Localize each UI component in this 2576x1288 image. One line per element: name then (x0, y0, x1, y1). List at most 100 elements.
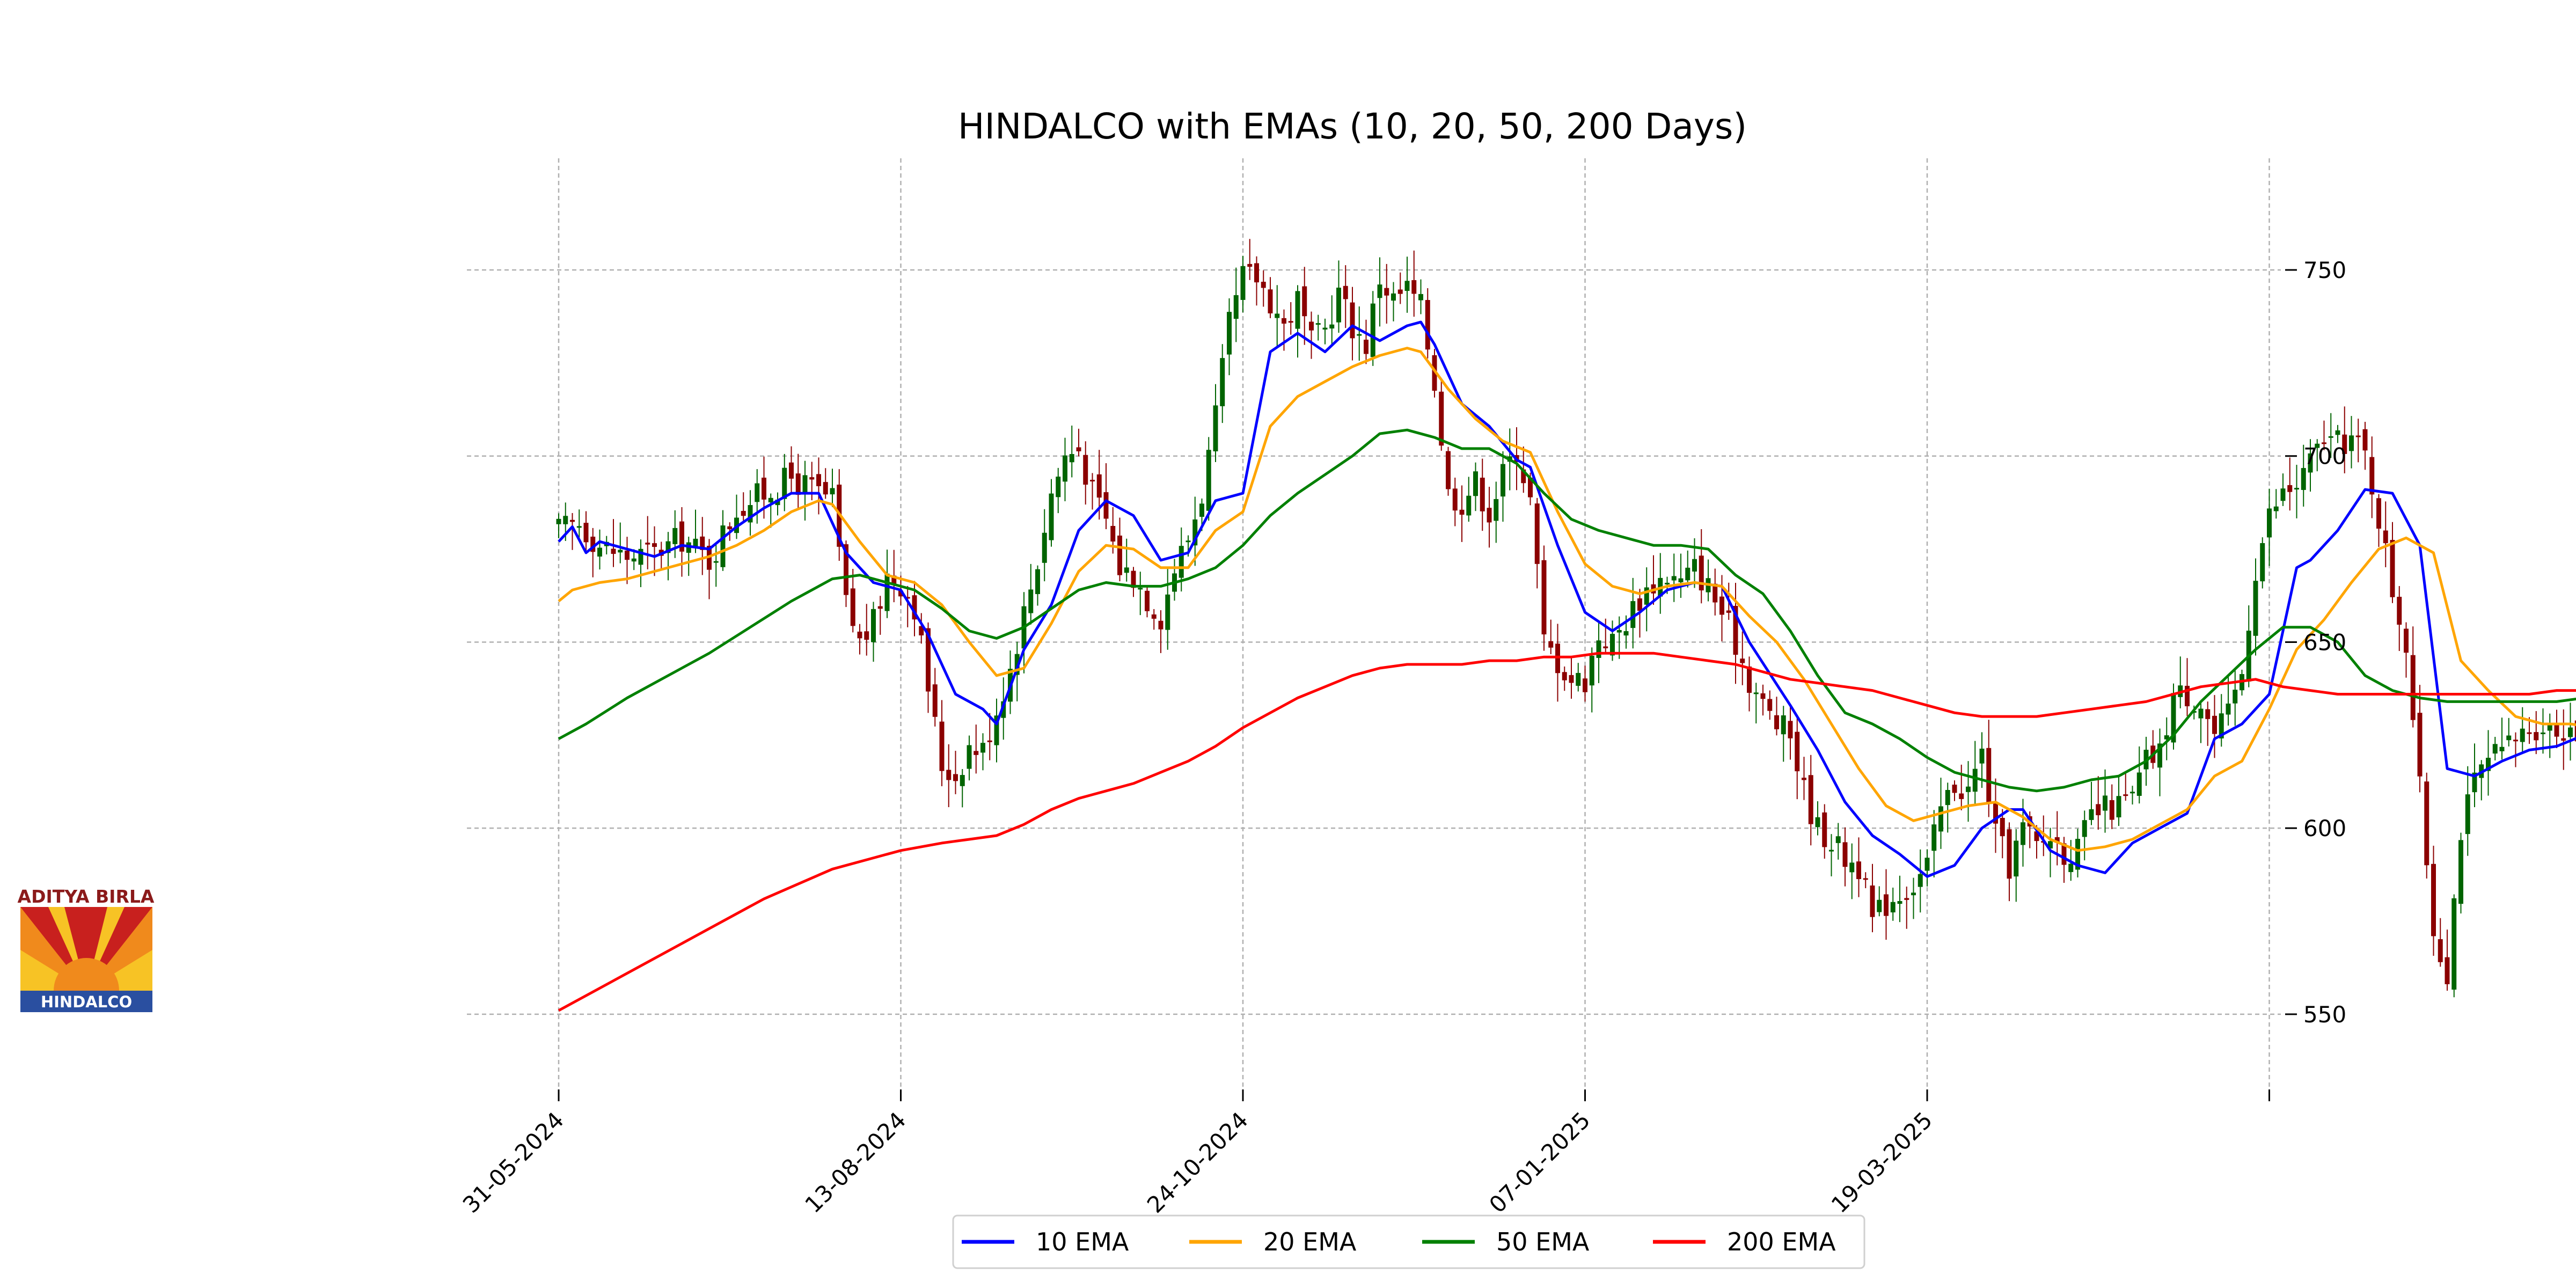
candle-body (809, 477, 815, 480)
candle-body (2492, 744, 2498, 754)
candle-body (1096, 474, 1102, 498)
candle (713, 545, 719, 587)
candle-body (1322, 327, 1328, 330)
candle-body (768, 497, 773, 503)
candle (1322, 318, 1328, 345)
candle (1829, 834, 1834, 876)
candle-body (1692, 559, 1697, 572)
candle-body (1795, 731, 1800, 772)
candle (2267, 488, 2272, 566)
candle-body (1884, 894, 1889, 916)
candle (665, 532, 671, 581)
candle (1432, 349, 1437, 398)
candle-body (1931, 824, 1937, 851)
candle (1713, 568, 1718, 616)
candle-body (1083, 455, 1088, 485)
candle-body (898, 590, 903, 597)
grid-lines (467, 158, 2281, 1089)
candle (775, 492, 780, 516)
legend-label-20-ema: 20 EMA (1263, 1227, 1357, 1256)
candle (2342, 406, 2347, 474)
candle (2294, 465, 2299, 518)
candle-body (2205, 709, 2211, 719)
candle-body (953, 774, 958, 781)
candle-body (2506, 735, 2512, 741)
candle-body (1261, 282, 1266, 288)
candle (1849, 843, 1855, 899)
candle-body (980, 743, 985, 753)
candle-body (597, 547, 602, 557)
candle (2260, 537, 2265, 589)
candle-body (1446, 451, 1451, 489)
candle (597, 529, 602, 570)
candle-body (2328, 436, 2333, 438)
x-tick-label: 19-03-2025 (1826, 1107, 1937, 1218)
candle (2541, 708, 2545, 754)
candle (2198, 701, 2204, 743)
candle (2233, 669, 2238, 726)
candle (1151, 609, 1157, 630)
candle-body (2171, 693, 2176, 743)
candle-body (2458, 840, 2463, 904)
candle (2479, 760, 2484, 801)
candle (1972, 741, 1978, 804)
candle (625, 537, 630, 584)
candle-body (1076, 447, 1081, 451)
candle (1487, 487, 1492, 548)
candle-body (1835, 836, 1841, 843)
candle (1630, 577, 1636, 649)
candle (1384, 264, 1389, 324)
candle-body (625, 550, 630, 560)
candle (1480, 458, 1485, 531)
candle-body (2451, 898, 2457, 990)
candle (2246, 605, 2251, 687)
candle-body (1918, 874, 1923, 887)
candle (1145, 586, 1150, 618)
candle-body (1028, 589, 1034, 613)
candle (2315, 439, 2320, 472)
candle (1056, 467, 1061, 514)
candle (2109, 784, 2114, 829)
candle-body (1952, 785, 1957, 793)
candle-body (1863, 878, 1868, 880)
candle (2123, 773, 2128, 801)
legend-item-10-ema: 10 EMA (962, 1227, 1129, 1256)
candle-body (1213, 405, 1218, 452)
candle-body (2527, 732, 2532, 734)
candle-body (1117, 535, 1122, 575)
candle-body (1110, 526, 1116, 542)
candle-body (2096, 804, 2101, 816)
candle (967, 735, 972, 781)
candle (1103, 463, 1109, 530)
candle-body (1733, 605, 1738, 655)
candle-body (1124, 567, 1129, 573)
candle (1501, 451, 1505, 522)
candle-body (2157, 743, 2162, 768)
candle-body (1685, 567, 1690, 581)
candle (1842, 827, 1848, 887)
candle-body (2164, 735, 2169, 740)
axes: 550 600 650 700 750 31-05-2024 13-08-2024 24-10… (458, 257, 2346, 1218)
candle (1548, 619, 1554, 655)
candle-body (2383, 530, 2388, 544)
candle (2397, 586, 2402, 651)
candle (1897, 875, 1902, 923)
candle (768, 493, 773, 528)
candle-body (1459, 509, 1465, 515)
candle (1063, 437, 1067, 501)
candle (1884, 869, 1889, 940)
candle (755, 469, 760, 524)
candle-body (850, 588, 855, 626)
candle-body (2445, 957, 2450, 984)
candle-body (939, 721, 945, 771)
y-tick-label: 750 (2303, 257, 2346, 283)
candle (1411, 250, 1417, 317)
candle (830, 469, 835, 507)
candle-body (2404, 628, 2409, 653)
candle-body (2185, 685, 2190, 707)
candle-body (2390, 540, 2395, 597)
candle (1466, 477, 1472, 522)
candle (946, 744, 952, 807)
candle-body (755, 483, 760, 502)
